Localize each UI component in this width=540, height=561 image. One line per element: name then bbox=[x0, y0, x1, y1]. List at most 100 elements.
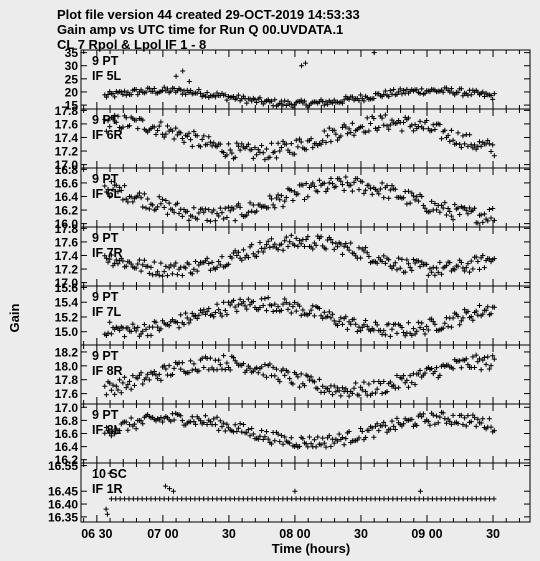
data-point bbox=[295, 374, 301, 380]
y-tick-label: 15.4 bbox=[55, 296, 79, 310]
data-point bbox=[299, 63, 305, 69]
data-point bbox=[308, 374, 314, 380]
data-point bbox=[202, 206, 208, 212]
panel-frame bbox=[80, 226, 531, 287]
data-point bbox=[387, 122, 393, 128]
data-point bbox=[452, 267, 458, 273]
data-point bbox=[336, 388, 342, 394]
data-point bbox=[381, 419, 387, 425]
data-point bbox=[218, 496, 224, 502]
data-point bbox=[103, 255, 109, 261]
data-point bbox=[235, 249, 241, 255]
data-point bbox=[419, 86, 425, 92]
data-point bbox=[123, 115, 129, 121]
data-point bbox=[458, 259, 464, 265]
data-point bbox=[305, 194, 311, 200]
data-point bbox=[478, 143, 484, 149]
data-point bbox=[414, 194, 420, 200]
data-point bbox=[473, 146, 479, 152]
data-point bbox=[311, 313, 317, 319]
data-point bbox=[447, 496, 453, 502]
data-point bbox=[429, 496, 435, 502]
data-point bbox=[427, 209, 433, 215]
panel-label-source: 10 SC bbox=[92, 467, 127, 481]
data-point bbox=[361, 379, 367, 385]
data-point bbox=[386, 126, 392, 132]
data-point bbox=[268, 196, 274, 202]
data-point bbox=[105, 259, 111, 265]
data-point bbox=[212, 218, 218, 224]
data-point bbox=[250, 431, 256, 437]
data-point bbox=[288, 141, 294, 147]
y-tick-label: 16.4 bbox=[55, 190, 79, 204]
data-point bbox=[462, 415, 468, 421]
data-point bbox=[396, 385, 402, 391]
data-point bbox=[153, 131, 159, 137]
data-point bbox=[447, 138, 453, 144]
data-point bbox=[196, 496, 202, 502]
y-tick-label: 17.0 bbox=[55, 276, 79, 290]
data-point bbox=[451, 496, 457, 502]
data-point bbox=[221, 353, 227, 359]
data-point bbox=[422, 331, 428, 337]
data-point bbox=[430, 122, 436, 128]
data-point bbox=[138, 331, 144, 337]
data-point bbox=[110, 116, 116, 122]
data-point bbox=[140, 328, 146, 334]
data-point bbox=[473, 352, 479, 358]
data-point bbox=[443, 496, 449, 502]
data-point bbox=[130, 373, 136, 379]
data-point bbox=[224, 97, 230, 103]
data-point bbox=[404, 377, 410, 383]
data-point bbox=[356, 98, 362, 104]
data-point bbox=[429, 365, 435, 371]
data-point bbox=[432, 272, 438, 278]
data-point bbox=[245, 296, 251, 302]
data-point bbox=[217, 205, 223, 211]
data-point bbox=[118, 255, 124, 261]
data-point bbox=[227, 367, 233, 373]
data-point bbox=[222, 92, 228, 98]
data-point bbox=[473, 254, 479, 260]
data-point bbox=[381, 122, 387, 128]
x-tick-label: 09 00 bbox=[411, 527, 442, 541]
data-point bbox=[113, 383, 119, 389]
data-point bbox=[169, 271, 175, 277]
data-point bbox=[108, 496, 114, 502]
data-point bbox=[337, 496, 343, 502]
data-point bbox=[189, 143, 195, 149]
data-point bbox=[264, 374, 270, 380]
data-point bbox=[440, 89, 446, 95]
data-point bbox=[181, 206, 187, 212]
data-point bbox=[293, 137, 299, 143]
data-point bbox=[320, 435, 326, 441]
data-point bbox=[404, 86, 410, 92]
data-point bbox=[293, 308, 299, 314]
data-point bbox=[475, 220, 481, 226]
data-point bbox=[145, 196, 151, 202]
data-point bbox=[465, 413, 471, 419]
data-point bbox=[107, 319, 113, 325]
data-point bbox=[432, 368, 438, 374]
data-point bbox=[272, 438, 278, 444]
data-point bbox=[148, 264, 154, 270]
data-point bbox=[468, 92, 474, 98]
data-point bbox=[186, 320, 192, 326]
data-point bbox=[313, 242, 319, 248]
data-point bbox=[485, 304, 491, 310]
data-point bbox=[136, 190, 142, 196]
data-point bbox=[306, 377, 312, 383]
data-point bbox=[128, 415, 134, 421]
data-point bbox=[341, 496, 347, 502]
data-point bbox=[448, 127, 454, 133]
data-point bbox=[181, 139, 187, 145]
data-point bbox=[310, 303, 316, 309]
data-point bbox=[278, 307, 284, 313]
data-point bbox=[302, 383, 308, 389]
data-point bbox=[295, 243, 301, 249]
data-point bbox=[420, 203, 426, 209]
data-point bbox=[272, 97, 278, 103]
data-point bbox=[358, 425, 364, 431]
data-point bbox=[232, 248, 238, 254]
data-point bbox=[302, 197, 308, 203]
